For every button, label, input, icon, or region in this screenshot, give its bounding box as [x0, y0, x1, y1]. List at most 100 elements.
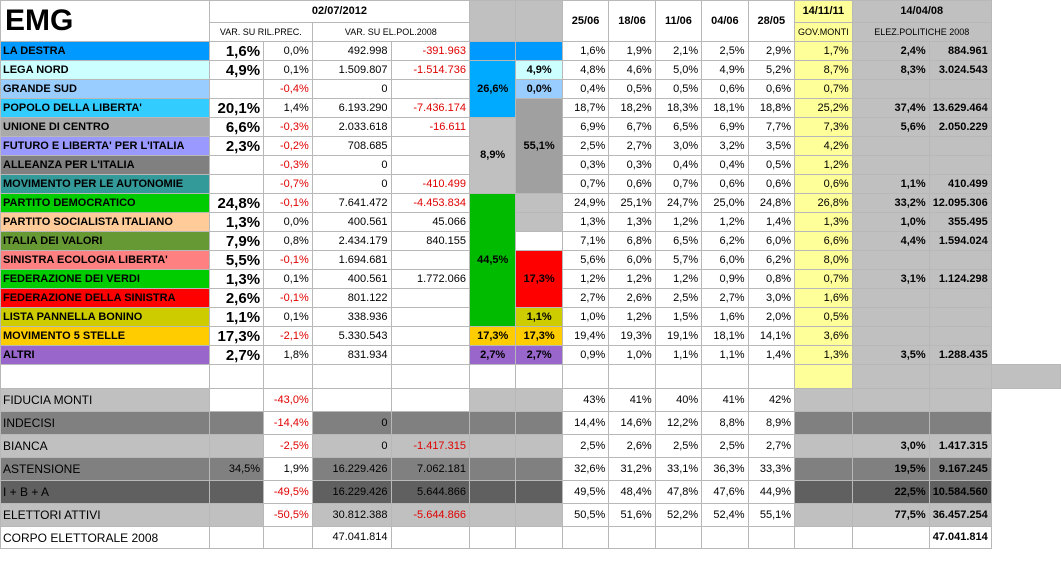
- hist-value: 25,1%: [608, 193, 656, 213]
- stat-hist-value: 49,5%: [561, 480, 610, 504]
- hist-date-4: 04/06: [701, 0, 749, 42]
- stat-votes: 47.041.814: [311, 526, 392, 549]
- elections-votes: 1.594.024: [928, 231, 992, 251]
- stat-name: ELETTORI ATTIVI: [0, 503, 210, 527]
- spacer-cell: [561, 364, 610, 389]
- stat-elections-votes: 9.167.245: [928, 457, 992, 481]
- group-m5s-a: 17,3%: [468, 326, 517, 346]
- stat-group-b: [515, 480, 563, 504]
- party-votes: 0: [311, 174, 392, 194]
- stat-group-b: [515, 434, 563, 458]
- stat-group-a: [468, 503, 517, 527]
- hist-value: 19,1%: [654, 326, 703, 346]
- party-name: POPOLO DELLA LIBERTA': [0, 98, 210, 118]
- party-var: 0,0%: [263, 41, 313, 61]
- stat-elections-votes: [928, 388, 992, 412]
- stat-name: BIANCA: [0, 434, 210, 458]
- stat-row: ELETTORI ATTIVI -50,5% 30.812.388 -5.644.86…: [0, 503, 1061, 527]
- stat-hist-value: [701, 526, 749, 549]
- monti-value: 8,0%: [794, 250, 853, 270]
- hist-value: 2,7%: [561, 288, 610, 308]
- survey-date: 02/07/2012: [208, 0, 470, 23]
- hist-value: 2,1%: [654, 41, 703, 61]
- hist-value: 2,9%: [747, 41, 796, 61]
- stat-hist-value: 40%: [654, 388, 703, 412]
- party-pct: 1,3%: [208, 269, 265, 289]
- monti-value: 0,5%: [794, 307, 853, 327]
- monti-value: 1,3%: [794, 345, 853, 365]
- party-votes: 338.936: [311, 307, 392, 327]
- spacer-cell: [0, 364, 210, 389]
- party-name: UNIONE DI CENTRO: [0, 117, 210, 137]
- hist-value: 1,4%: [747, 345, 796, 365]
- elections-pct: [851, 307, 930, 327]
- party-votes: 400.561: [311, 269, 392, 289]
- party-votes: 1.694.681: [311, 250, 392, 270]
- spacer-cell: [747, 364, 796, 389]
- hist-value: 2,7%: [701, 288, 749, 308]
- stat-monti: [794, 503, 853, 527]
- stat-monti: [794, 388, 853, 412]
- party-name: PARTITO SOCIALISTA ITALIANO: [0, 212, 210, 232]
- stat-elections-votes: 36.457.254: [928, 503, 992, 527]
- elections-votes: 3.024.543: [928, 60, 992, 80]
- party-name: ALTRI: [0, 345, 210, 365]
- elections-votes: 12.095.306: [928, 193, 992, 213]
- elections-pct: [851, 250, 930, 270]
- party-row: FEDERAZIONE DEI VERDI 1,3% 0,1% 400.561 1.77…: [0, 269, 1061, 289]
- stat-hist-value: 33,1%: [654, 457, 703, 481]
- stat-hist-value: 2,5%: [654, 434, 703, 458]
- spacer-cell: [654, 364, 703, 389]
- hist-value: 6,9%: [701, 117, 749, 137]
- hist-value: 6,2%: [747, 250, 796, 270]
- stat-hist-value: 12,2%: [654, 411, 703, 435]
- hist-value: 5,2%: [747, 60, 796, 80]
- elections-pct: 3,5%: [851, 345, 930, 365]
- hist-value: 0,5%: [608, 79, 656, 99]
- stat-hist-value: 43%: [561, 388, 610, 412]
- group-cdx-total: 26,6%: [468, 60, 517, 118]
- elections-votes: [928, 136, 992, 156]
- party-var-2008: [390, 307, 470, 327]
- hist-value: 1,6%: [561, 41, 610, 61]
- stat-hist-value: 8,8%: [701, 411, 749, 435]
- group-cell-b: [515, 193, 563, 213]
- logo: EMG: [0, 0, 210, 42]
- stat-var: [263, 526, 313, 549]
- party-name: SINISTRA ECOLOGIA LIBERTA': [0, 250, 210, 270]
- stat-name: CORPO ELETTORALE 2008: [0, 526, 210, 549]
- hist-value: 2,5%: [561, 136, 610, 156]
- elections-date: 14/04/08: [851, 0, 992, 23]
- spacer-cell: [851, 364, 930, 389]
- elections-votes: 1.288.435: [928, 345, 992, 365]
- hist-value: 1,2%: [608, 269, 656, 289]
- stat-elections-votes: 1.417.315: [928, 434, 992, 458]
- hist-value: 6,0%: [747, 231, 796, 251]
- hist-value: 4,6%: [608, 60, 656, 80]
- hist-value: 25,0%: [701, 193, 749, 213]
- party-var-2008: -1.514.736: [390, 60, 470, 80]
- stat-monti: [794, 457, 853, 481]
- stat-var: -43,0%: [263, 388, 313, 412]
- stat-hist-value: 32,6%: [561, 457, 610, 481]
- stat-elections-pct: [851, 526, 930, 549]
- stat-var: 1,9%: [263, 457, 313, 481]
- hist-value: 0,9%: [561, 345, 610, 365]
- party-votes: 492.998: [311, 41, 392, 61]
- elections-pct: 2,4%: [851, 41, 930, 61]
- party-pct: 2,6%: [208, 288, 265, 308]
- stat-hist-value: [747, 526, 796, 549]
- party-name: MOVIMENTO 5 STELLE: [0, 326, 210, 346]
- spacer-cell: [608, 364, 656, 389]
- party-row: LISTA PANNELLA BONINO 1,1% 0,1% 338.936 1,1%…: [0, 307, 1061, 327]
- stat-row: FIDUCIA MONTI -43,0% 43% 41% 40% 41% 42%: [0, 388, 1061, 412]
- party-var: 0,1%: [263, 60, 313, 80]
- elections-pct: 4,4%: [851, 231, 930, 251]
- stat-hist-value: 55,1%: [747, 503, 796, 527]
- monti-label: GOV.MONTI: [794, 22, 853, 42]
- party-var-2008: [390, 288, 470, 308]
- stat-var-2008: -1.417.315: [390, 434, 470, 458]
- stat-hist-value: 14,6%: [608, 411, 656, 435]
- hist-value: 1,2%: [654, 269, 703, 289]
- hist-value: 6,8%: [608, 231, 656, 251]
